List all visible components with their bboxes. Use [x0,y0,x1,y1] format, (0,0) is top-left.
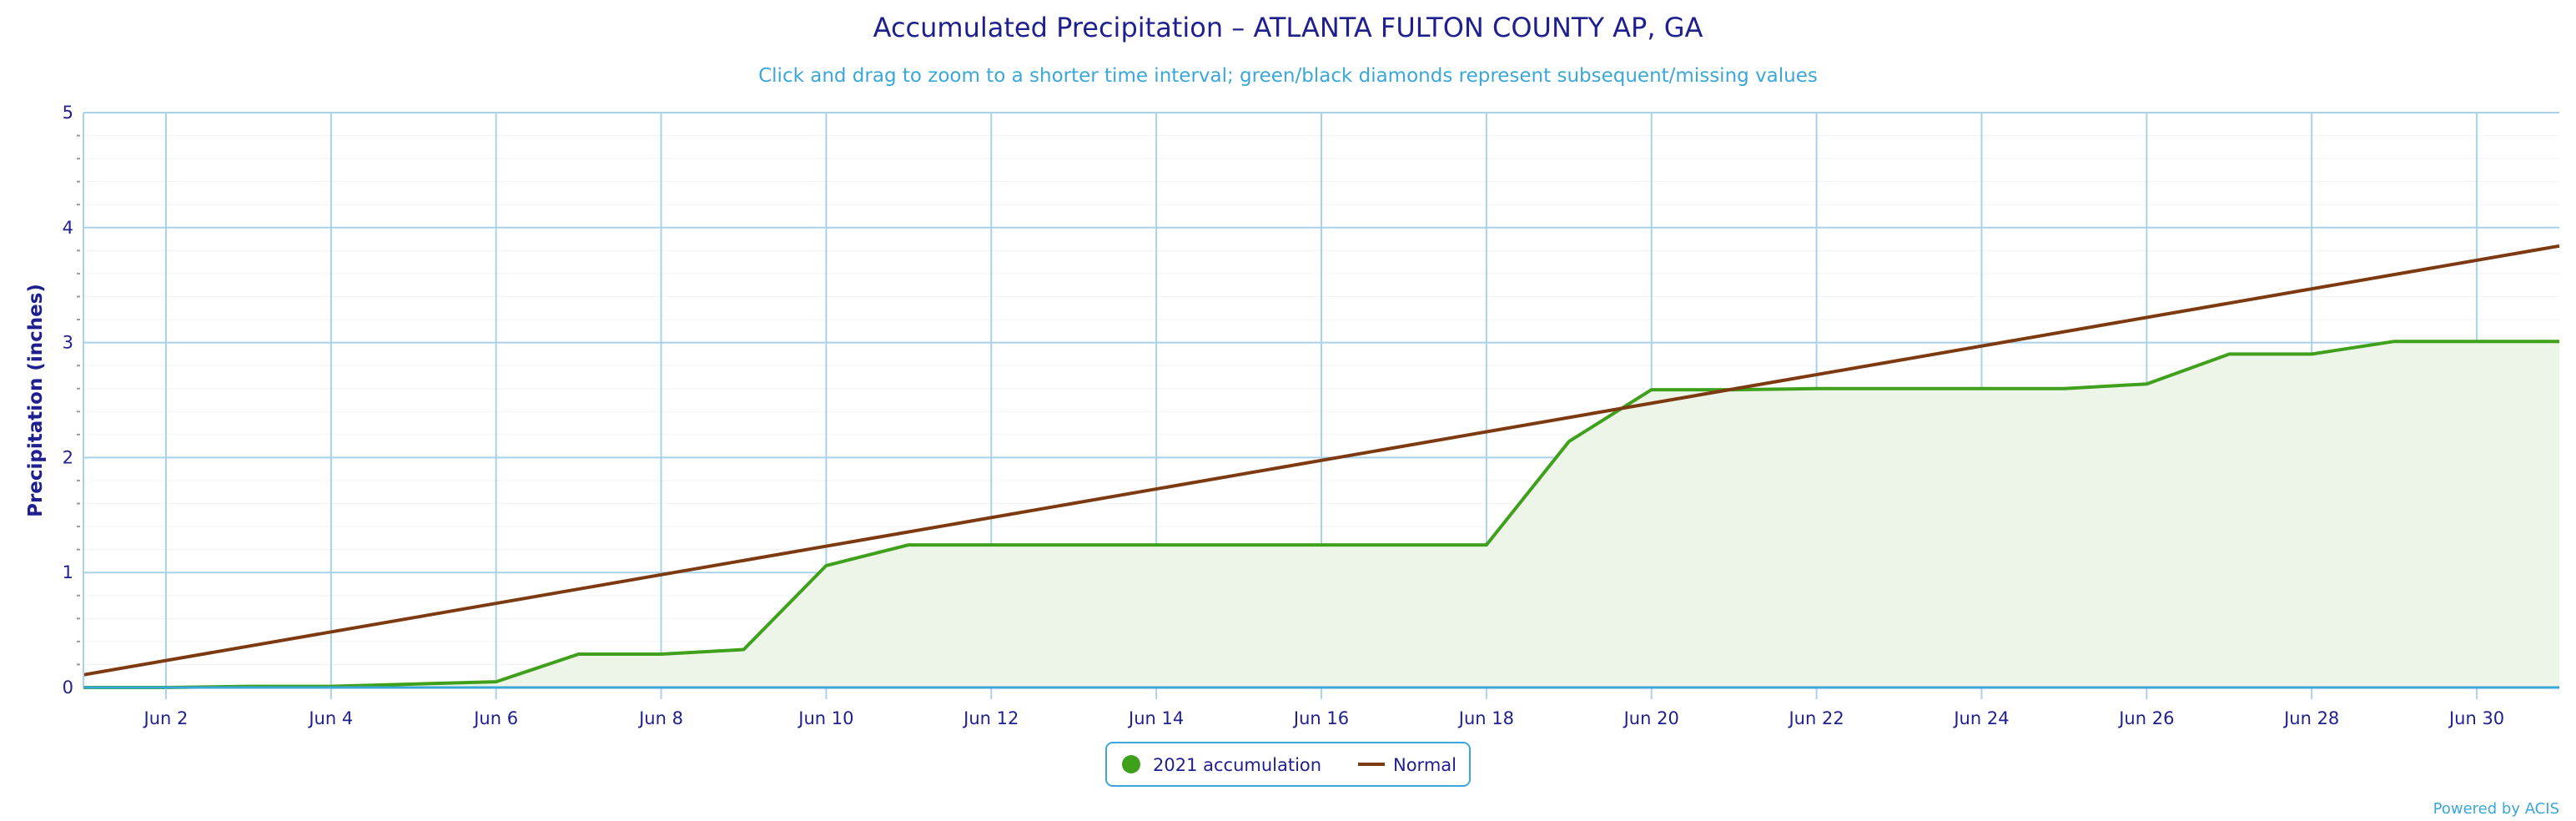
legend-marker-2021-accumulation [1122,755,1140,773]
y-axis-title: Precipitation (inches) [25,284,47,517]
x-axis-tick-labels: Jun 2 Jun 4 Jun 6 Jun 8 Jun 10 Jun 12 Jun 14 Ju… [143,708,2505,728]
y-tick-label: 2 [63,447,73,467]
series-lines [83,244,2560,689]
x-tick-label: Jun 6 [472,708,518,728]
legend-label-normal: Normal [1393,755,1457,775]
legend-item-normal[interactable]: Normal [1358,755,1457,775]
accumulation-area [83,341,2559,688]
x-tick-label: Jun 14 [1127,708,1184,728]
x-tick-label: Jun 2 [143,708,189,728]
x-tick-label: Jun 24 [1952,708,2009,728]
axes [77,113,2559,699]
legend[interactable]: 2021 accumulation Normal [1105,742,1471,787]
x-tick-label: Jun 26 [2117,708,2174,728]
legend-label-2021-accumulation: 2021 accumulation [1153,755,1321,775]
y-axis-tick-labels: 0 1 2 3 4 5 [63,103,73,698]
y-tick-label: 5 [63,103,73,123]
x-tick-label: Jun 4 [307,708,353,728]
y-tick-label: 3 [63,333,73,353]
y-tick-label: 1 [63,562,73,582]
y-tick-label: 4 [63,218,73,238]
x-tick-label: Jun 8 [637,708,683,728]
chart-title: Accumulated Precipitation – ATLANTA FULT… [873,12,1703,43]
legend-item-2021-accumulation[interactable]: 2021 accumulation [1122,755,1321,775]
x-tick-label: Jun 28 [2282,708,2339,728]
series-line-normal[interactable] [83,244,2560,677]
x-tick-label: Jun 22 [1787,708,1844,728]
legend-box [1105,742,1471,787]
powered-by-credit[interactable]: Powered by ACIS [2433,800,2559,818]
x-tick-label: Jun 20 [1623,708,1679,728]
x-tick-label: Jun 16 [1292,708,1349,728]
x-tick-label: Jun 18 [1457,708,1514,728]
y-tick-label: 0 [63,677,73,698]
series-line-2021-accumulation[interactable] [83,340,2559,689]
area-fill-2021-accumulation [83,341,2559,688]
chart-subtitle: Click and drag to zoom to a shorter time… [758,65,1818,87]
x-tick-label: Jun 10 [797,708,853,728]
x-tick-label: Jun 30 [2448,708,2504,728]
x-tick-label: Jun 12 [962,708,1019,728]
